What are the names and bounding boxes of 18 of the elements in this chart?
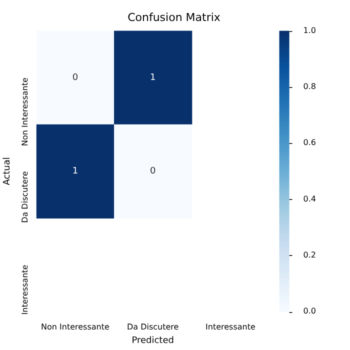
color-bar-label: 0.0 — [303, 306, 316, 316]
color-bar-label: 0.8 — [303, 82, 316, 92]
color-bar-label: 0.2 — [303, 250, 316, 260]
x-axis-title: Predicted — [132, 336, 174, 346]
y-axis-title: Actual — [2, 157, 13, 186]
color-bar-label: 1.0 — [303, 26, 316, 35]
y-tick-label: Da Discutere — [20, 171, 30, 223]
x-tick-label: Da Discutere — [126, 322, 179, 332]
y-tick-label: Non Interessante — [20, 78, 30, 146]
x-tick-label: Interessante — [206, 322, 256, 332]
chart-title: Confusion Matrix — [128, 11, 221, 24]
data-label: 1 — [150, 72, 156, 83]
data-label: 1 — [72, 166, 78, 177]
color-bar-label: 0.4 — [303, 194, 316, 204]
data-label: 0 — [150, 166, 156, 177]
color-bar-label: 0.6 — [303, 138, 316, 148]
x-tick-label: Non Interessante — [41, 322, 110, 332]
data-label: 0 — [72, 72, 78, 83]
